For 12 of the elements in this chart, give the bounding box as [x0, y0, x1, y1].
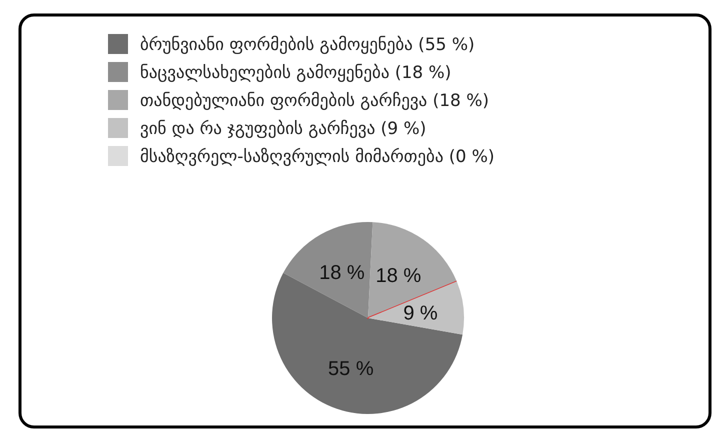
data-label: 18 %: [319, 262, 365, 284]
data-label: 9 %: [403, 302, 438, 324]
pie-slice: [367, 221, 458, 319]
legend-label: ნაცვალსახელების გამოყენება (18 %): [140, 62, 452, 83]
pie-slice: [368, 281, 464, 335]
pie-slice: [283, 222, 373, 318]
data-label: 18 %: [376, 264, 422, 287]
legend-label: მსაზღვრელ-საზღვრულის მიმართება (0 %): [140, 146, 495, 167]
legend-label: თანდებულიანი ფორმების გარჩევა (18 %): [140, 90, 490, 111]
legend-label: ბრუნვიანი ფორმების გამოყენება (55 %): [140, 34, 475, 55]
legend-label: ვინ და რა ჯგუფების გარჩევა (9 %): [140, 118, 426, 139]
data-label: 55 %: [328, 358, 374, 380]
